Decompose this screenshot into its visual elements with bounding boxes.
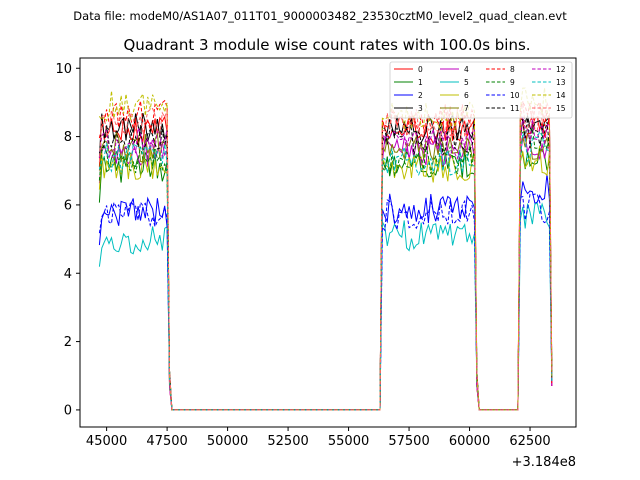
- legend-label-9: 9: [510, 78, 515, 87]
- series-line-10: [98, 193, 553, 411]
- chart-title: Quadrant 3 module wise count rates with …: [123, 36, 530, 54]
- legend-label-15: 15: [556, 104, 566, 113]
- y-tick-label: 2: [64, 335, 72, 350]
- x-axis: 45000 47500 50000 52500 55000 57500 60000 62500: [86, 427, 551, 449]
- x-tick-label: 60000: [449, 434, 490, 449]
- legend-label-11: 11: [510, 104, 520, 113]
- legend-label-4: 4: [464, 65, 469, 74]
- y-tick-label: 6: [64, 198, 72, 213]
- x-tick-label: 47500: [146, 434, 187, 449]
- x-tick-label: 62500: [509, 434, 550, 449]
- legend-label-8: 8: [510, 65, 515, 74]
- legend-box: [389, 61, 573, 119]
- series-line-15: [98, 101, 553, 411]
- legend-label-6: 6: [464, 91, 469, 100]
- x-axis-offset-label: +3.184e8: [512, 455, 576, 470]
- data-file-caption: Data file: modeM0/AS1A07_011T01_90000034…: [73, 9, 567, 23]
- legend-label-13: 13: [556, 78, 566, 87]
- y-axis: 0 2 4 6 8 10: [55, 62, 80, 418]
- series-line-5: [98, 202, 553, 411]
- x-tick-label: 57500: [388, 434, 429, 449]
- legend-label-2: 2: [418, 91, 423, 100]
- y-tick-label: 10: [55, 62, 72, 77]
- legend-label-14: 14: [556, 91, 566, 100]
- legend-label-0: 0: [418, 65, 423, 74]
- x-tick-label: 50000: [207, 434, 248, 449]
- x-tick-label: 55000: [328, 434, 369, 449]
- legend-label-10: 10: [510, 91, 520, 100]
- legend-label-12: 12: [556, 65, 566, 74]
- y-tick-label: 8: [64, 130, 72, 145]
- y-tick-label: 4: [64, 267, 72, 282]
- legend-label-3: 3: [418, 104, 423, 113]
- legend-label-1: 1: [418, 78, 423, 87]
- plot-frame: [79, 57, 577, 428]
- x-tick-label: 45000: [86, 434, 127, 449]
- legend-label-5: 5: [464, 78, 469, 87]
- x-tick-label: 52500: [267, 434, 308, 449]
- series-layer: [98, 87, 553, 411]
- y-tick-label: 0: [64, 403, 72, 418]
- legend-label-7: 7: [464, 104, 469, 113]
